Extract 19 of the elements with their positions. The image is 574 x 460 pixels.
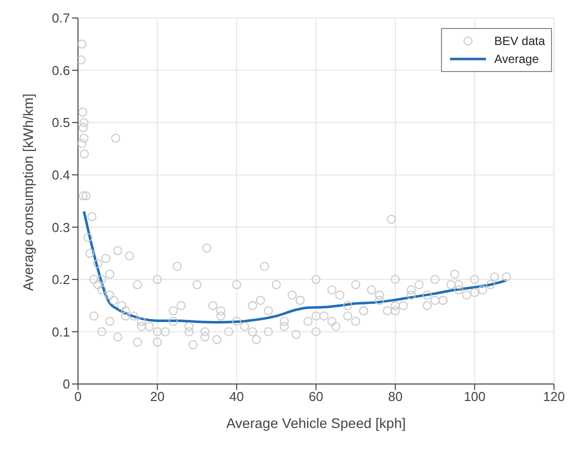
y-tick-label: 0.4 bbox=[52, 167, 70, 182]
x-axis-title: Average Vehicle Speed [kph] bbox=[226, 415, 406, 431]
y-tick-label: 0 bbox=[62, 376, 70, 392]
y-tick-label: 0.6 bbox=[52, 62, 70, 78]
y-tick-label: 0.7 bbox=[52, 10, 70, 26]
x-tick-label: 40 bbox=[229, 389, 244, 404]
x-tick-label: 80 bbox=[388, 389, 403, 404]
y-tick-label: 0.5 bbox=[52, 115, 70, 130]
x-tick-label: 0 bbox=[74, 389, 82, 404]
y-tick-label: 0.3 bbox=[52, 220, 70, 235]
y-axis-title: Average consumption [kWh/km] bbox=[20, 94, 36, 291]
x-tick-label: 20 bbox=[150, 389, 165, 404]
x-tick-label: 60 bbox=[308, 389, 324, 404]
y-tick-label: 0.1 bbox=[52, 324, 70, 340]
legend-label: BEV data bbox=[494, 34, 545, 48]
x-tick-label: 120 bbox=[543, 389, 565, 404]
x-tick-label: 100 bbox=[464, 389, 486, 404]
legend-label: Average bbox=[494, 52, 539, 66]
y-tick-label: 0.2 bbox=[52, 272, 70, 288]
